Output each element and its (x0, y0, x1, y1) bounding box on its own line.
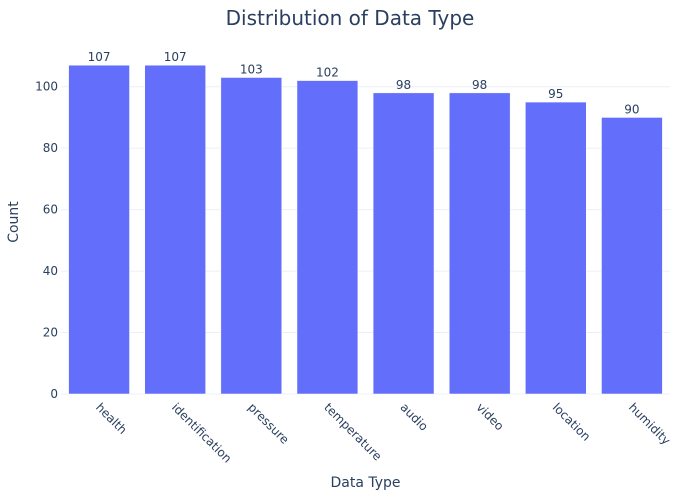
bar (68, 64, 130, 395)
y-tick-label: 20 (43, 326, 58, 340)
bar-value-labels: 107 107 103 102 98 98 95 90 (88, 50, 640, 116)
x-tick-label: pressure (245, 400, 292, 447)
bar-value-label: 107 (164, 50, 187, 64)
bar (296, 80, 359, 395)
bar-value-label: 102 (316, 66, 339, 80)
y-axis-ticks: 0 20 40 60 80 100 (35, 80, 58, 401)
bar-value-label: 90 (624, 102, 639, 116)
bar (525, 101, 587, 395)
y-tick-label: 40 (43, 264, 58, 278)
bar (601, 117, 663, 395)
bar (220, 77, 283, 395)
bar-value-label: 107 (88, 50, 111, 64)
y-tick-label: 0 (50, 387, 58, 401)
y-axis-title: Count (6, 201, 22, 243)
x-tick-label: temperature (321, 400, 384, 463)
bar-value-label: 98 (396, 78, 411, 92)
x-tick-label: health (93, 400, 130, 437)
chart-title: Distribution of Data Type (226, 6, 475, 30)
bar (448, 92, 511, 395)
y-tick-label: 100 (35, 80, 58, 94)
bar-value-label: 95 (548, 87, 563, 101)
bars (68, 64, 663, 395)
bar-value-label: 98 (472, 78, 487, 92)
bar (144, 64, 206, 395)
x-tick-label: audio (397, 400, 430, 433)
y-tick-label: 60 (43, 203, 58, 217)
x-axis-ticks: health identification pressure temperature a… (93, 400, 673, 465)
x-tick-label: humidity (626, 400, 673, 447)
x-tick-label: location (550, 400, 594, 444)
bar-value-label: 103 (240, 62, 263, 76)
x-tick-label: identification (169, 400, 234, 465)
y-tick-label: 80 (43, 141, 58, 155)
x-axis-title: Data Type (330, 475, 400, 491)
x-tick-label: video (474, 400, 507, 433)
bar (372, 92, 435, 395)
